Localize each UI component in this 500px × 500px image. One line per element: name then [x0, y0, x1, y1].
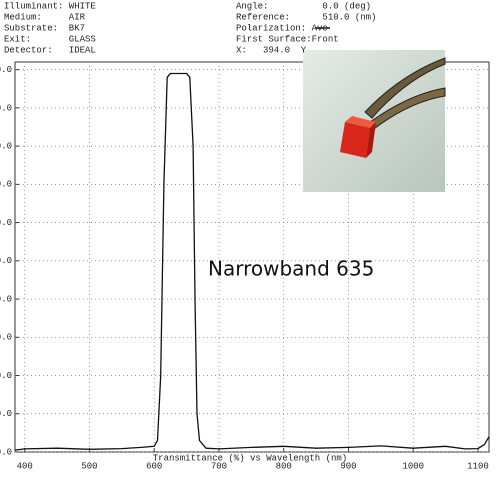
y-tick-label: 90.0 — [0, 103, 12, 113]
y-tick-label: 70.0 — [0, 180, 12, 190]
x-tick-label: 1100 — [467, 461, 489, 471]
x-tick-label: 500 — [81, 461, 97, 471]
transmittance-line — [14, 72, 490, 451]
y-tick-label: 80.0 — [0, 141, 12, 151]
info-text: Substrate: BK7 — [4, 23, 85, 33]
info-text: X: 394.0 Y — [236, 45, 307, 55]
y-tick-label: 100.0 — [0, 65, 12, 75]
annotation: Narrowband 635 — [208, 257, 374, 281]
y-tick-label: 20.0 — [0, 371, 12, 381]
x-tick-label: 900 — [340, 461, 356, 471]
info-text: Angle: 0.0 (deg) — [236, 1, 371, 11]
x-tick-label: 1000 — [402, 461, 424, 471]
info-text: Exit: GLASS — [4, 34, 96, 44]
x-axis-label: Transmittance (%) vs Wavelength (nm) — [153, 453, 347, 463]
y-tick-label: 40.0 — [0, 294, 12, 304]
info-text: Detector: IDEAL — [4, 45, 96, 55]
y-tick-label: 50.0 — [0, 256, 12, 266]
x-tick-label: 800 — [276, 461, 292, 471]
photo — [303, 50, 446, 192]
y-tick-label: 30.0 — [0, 333, 12, 343]
info-text: Illuminant: WHITE — [4, 1, 96, 11]
y-tick-label: 10.0 — [0, 409, 12, 419]
x-tick-label: 400 — [17, 461, 33, 471]
y-tick-label: 0.0 — [0, 447, 12, 457]
x-tick-label: 700 — [211, 461, 227, 471]
x-tick-label: 600 — [146, 461, 162, 471]
info-text: Reference: 510.0 (nm) — [236, 12, 376, 22]
info-text: First Surface:Front — [236, 34, 339, 44]
plot-frame — [14, 61, 490, 453]
info-text: Polarization: Ave — [236, 23, 328, 33]
y-tick-label: 60.0 — [0, 218, 12, 228]
info-text: Medium: AIR — [4, 12, 86, 22]
